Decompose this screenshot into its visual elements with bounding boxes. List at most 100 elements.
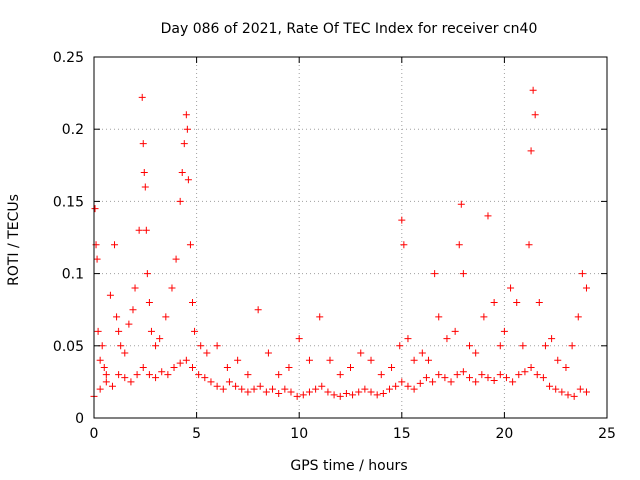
data-point xyxy=(176,359,184,367)
data-point xyxy=(93,255,101,263)
data-point xyxy=(287,388,295,396)
data-point xyxy=(361,385,369,393)
data-point xyxy=(484,374,492,382)
data-point xyxy=(388,363,396,371)
data-point xyxy=(121,349,129,357)
data-point xyxy=(180,140,188,148)
data-point xyxy=(184,176,192,184)
data-point xyxy=(145,371,153,379)
data-point xyxy=(507,284,515,292)
x-tick-label: 25 xyxy=(598,426,616,442)
data-point xyxy=(564,391,572,399)
data-point xyxy=(131,284,139,292)
data-point xyxy=(156,335,164,343)
data-point xyxy=(139,363,147,371)
data-point xyxy=(168,284,176,292)
data-point xyxy=(541,342,549,350)
data-point xyxy=(562,363,570,371)
data-point xyxy=(451,327,459,335)
data-point xyxy=(125,320,133,328)
data-point xyxy=(418,349,426,357)
y-tick-label: 0.2 xyxy=(62,122,84,138)
data-point xyxy=(398,378,406,386)
data-point xyxy=(447,378,455,386)
data-point xyxy=(186,241,194,249)
data-point xyxy=(176,197,184,205)
data-point xyxy=(435,371,443,379)
data-point xyxy=(172,255,180,263)
data-point xyxy=(293,392,301,400)
data-point xyxy=(373,391,381,399)
data-point xyxy=(133,371,141,379)
series-roti-cn40-baseline xyxy=(90,356,590,400)
data-point xyxy=(539,374,547,382)
data-point xyxy=(264,349,272,357)
data-point xyxy=(558,388,566,396)
data-point xyxy=(548,335,556,343)
data-point xyxy=(170,363,178,371)
data-point xyxy=(182,356,190,364)
y-tick-label: 0.1 xyxy=(62,267,84,283)
data-point xyxy=(466,342,474,350)
data-point xyxy=(377,371,385,379)
x-tick-label: 0 xyxy=(90,426,99,442)
data-point xyxy=(197,342,205,350)
data-point xyxy=(554,356,562,364)
y-tick-label: 0.05 xyxy=(53,339,84,355)
series-roti-cn40 xyxy=(91,86,590,379)
data-point xyxy=(502,374,510,382)
data-point xyxy=(195,371,203,379)
data-point xyxy=(404,335,412,343)
data-point xyxy=(533,371,541,379)
data-point xyxy=(336,392,344,400)
data-point xyxy=(568,342,576,350)
data-point xyxy=(111,241,119,249)
data-point xyxy=(250,385,258,393)
data-point xyxy=(201,374,209,382)
data-point xyxy=(496,342,504,350)
data-point xyxy=(113,313,121,321)
data-point xyxy=(459,270,467,278)
data-point xyxy=(582,388,590,396)
data-point xyxy=(398,216,406,224)
data-point xyxy=(435,313,443,321)
data-point xyxy=(500,327,508,335)
y-tick-label: 0 xyxy=(75,411,84,427)
data-point xyxy=(238,385,246,393)
data-point xyxy=(139,140,147,148)
data-point xyxy=(244,388,252,396)
axis-ticks: 0 5 10 15 20 25 0 0.05 0.1 0.15 0.2 0.25 xyxy=(53,50,616,442)
data-point xyxy=(453,371,461,379)
data-point xyxy=(106,291,114,299)
data-point xyxy=(96,356,104,364)
data-point xyxy=(285,363,293,371)
data-point xyxy=(521,368,529,376)
data-point xyxy=(275,371,283,379)
data-point xyxy=(299,391,307,399)
data-point xyxy=(490,298,498,306)
data-point xyxy=(269,385,277,393)
data-point xyxy=(281,385,289,393)
data-point xyxy=(140,169,148,177)
data-point xyxy=(94,327,102,335)
data-point xyxy=(102,378,110,386)
data-point xyxy=(256,382,264,390)
data-point xyxy=(342,389,350,397)
data-point xyxy=(275,389,283,397)
data-point xyxy=(141,183,149,191)
data-point xyxy=(162,313,170,321)
data-point xyxy=(513,298,521,306)
data-point xyxy=(357,349,365,357)
data-point xyxy=(318,382,326,390)
data-point xyxy=(578,270,586,278)
data-point xyxy=(515,371,523,379)
data-point xyxy=(152,374,160,382)
data-point xyxy=(225,378,233,386)
data-point xyxy=(295,335,303,343)
plot-frame xyxy=(93,56,608,419)
data-point xyxy=(531,111,539,119)
data-point xyxy=(422,374,430,382)
data-point xyxy=(367,356,375,364)
